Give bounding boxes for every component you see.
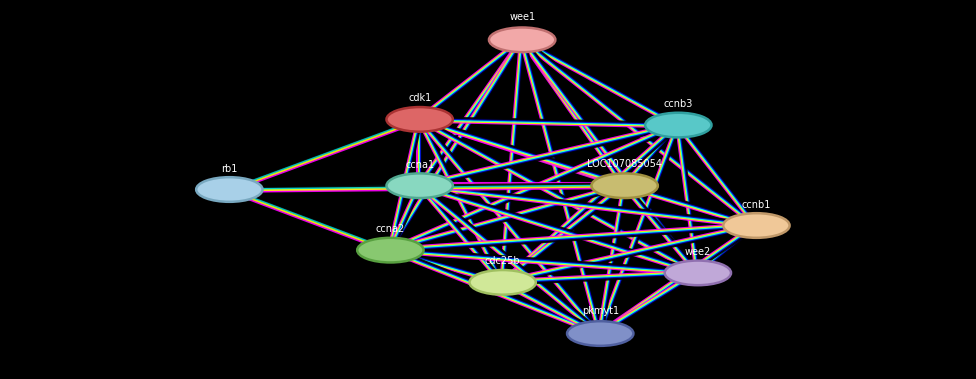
- Text: cdk1: cdk1: [408, 93, 431, 103]
- Text: ccnb3: ccnb3: [664, 99, 693, 109]
- Text: wee1: wee1: [509, 12, 535, 22]
- Text: ccnb1: ccnb1: [742, 200, 771, 210]
- Ellipse shape: [489, 28, 555, 52]
- Text: LOC107085054: LOC107085054: [588, 160, 662, 169]
- Ellipse shape: [469, 270, 536, 295]
- Ellipse shape: [386, 174, 453, 198]
- Ellipse shape: [386, 107, 453, 132]
- Text: ccna1: ccna1: [405, 160, 434, 170]
- Ellipse shape: [567, 321, 633, 346]
- Text: cdc25b: cdc25b: [485, 256, 520, 266]
- Ellipse shape: [723, 213, 790, 238]
- Ellipse shape: [196, 177, 263, 202]
- Text: ccna2: ccna2: [376, 224, 405, 234]
- Ellipse shape: [357, 238, 424, 262]
- Text: pkmyt1: pkmyt1: [582, 307, 619, 316]
- Ellipse shape: [645, 113, 712, 138]
- Ellipse shape: [665, 261, 731, 285]
- Text: wee2: wee2: [685, 247, 711, 257]
- Ellipse shape: [591, 174, 658, 198]
- Text: rb1: rb1: [222, 164, 237, 174]
